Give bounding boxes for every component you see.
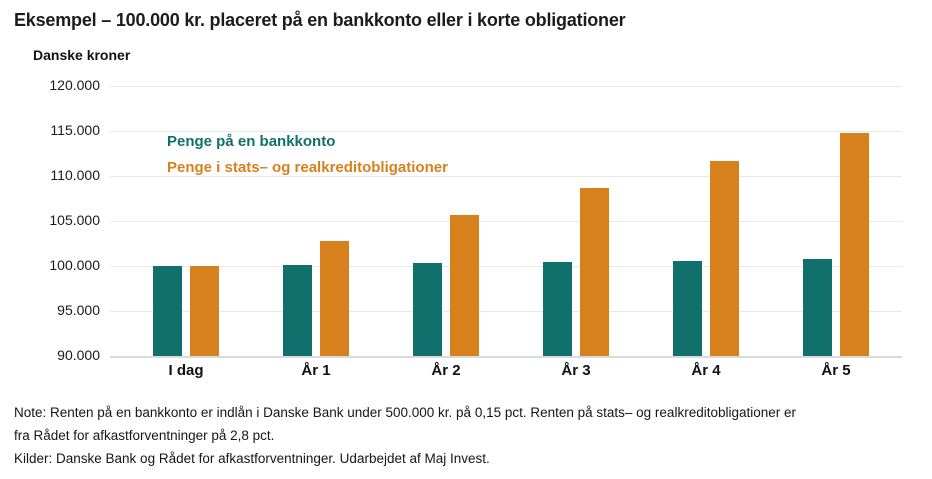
y-axis-tick-labels: 120.000 115.000 110.000 105.000 100.000 95.00… (0, 77, 100, 363)
y-tick-label: 100.000 (49, 257, 100, 273)
x-tick-label: År 5 (821, 362, 851, 379)
gridline (110, 131, 902, 132)
y-axis-label: Danske kroner (33, 47, 131, 63)
bar-bankkonto-2 (413, 263, 442, 356)
gridline (110, 311, 902, 312)
x-tick-label: År 3 (561, 362, 591, 379)
y-tick-label: 115.000 (50, 122, 100, 138)
y-tick-label: 105.000 (49, 212, 100, 228)
x-tick-label: År 2 (431, 362, 461, 379)
bar-bankkonto-3 (543, 261, 572, 356)
bar-obligationer-5 (840, 132, 869, 356)
bar-bankkonto-1 (283, 264, 312, 356)
gridline (110, 266, 902, 267)
legend-item-bankkonto: Penge på en bankkonto (167, 133, 336, 150)
footnote-note-line-2: fra Rådet for afkastforventninger på 2,8… (14, 428, 275, 443)
legend: Penge på en bankkonto Penge i stats– og … (167, 129, 448, 181)
bar-obligationer-3 (580, 188, 609, 356)
x-axis-labels: I dag År 1 År 2 År 3 År 4 År 5 (110, 362, 902, 384)
bar-obligationer-1 (320, 240, 349, 356)
chart-title: Eksempel – 100.000 kr. placeret på en ba… (14, 10, 626, 30)
bar-obligationer-4 (710, 160, 739, 356)
footnote-sources-line: Kilder: Danske Bank og Rådet for afkastf… (14, 451, 490, 466)
bar-bankkonto-5 (803, 259, 832, 356)
bar-obligationer-2 (450, 214, 479, 356)
y-tick-label: 110.000 (50, 167, 100, 183)
legend-item-obligationer: Penge i stats– og realkreditobligationer (167, 159, 448, 176)
y-tick-label: 95.000 (57, 302, 100, 318)
plot-area: Penge på en bankkonto Penge i stats– og … (110, 86, 902, 358)
gridline (110, 221, 902, 222)
bar-bankkonto-4 (673, 260, 702, 356)
bar-obligationer-0 (190, 266, 219, 356)
y-tick-label: 90.000 (57, 347, 100, 363)
bar-bankkonto-0 (153, 266, 182, 356)
footnote: Note: Renten på en bankkonto er indlån i… (14, 401, 796, 470)
x-tick-label: År 4 (691, 362, 721, 379)
x-tick-label: År 1 (301, 362, 331, 379)
gridline (110, 176, 902, 177)
footnote-note-line-1: Note: Renten på en bankkonto er indlån i… (14, 405, 797, 420)
x-tick-label: I dag (168, 362, 204, 379)
gridline (110, 86, 902, 87)
y-tick-label: 120.000 (49, 77, 100, 93)
